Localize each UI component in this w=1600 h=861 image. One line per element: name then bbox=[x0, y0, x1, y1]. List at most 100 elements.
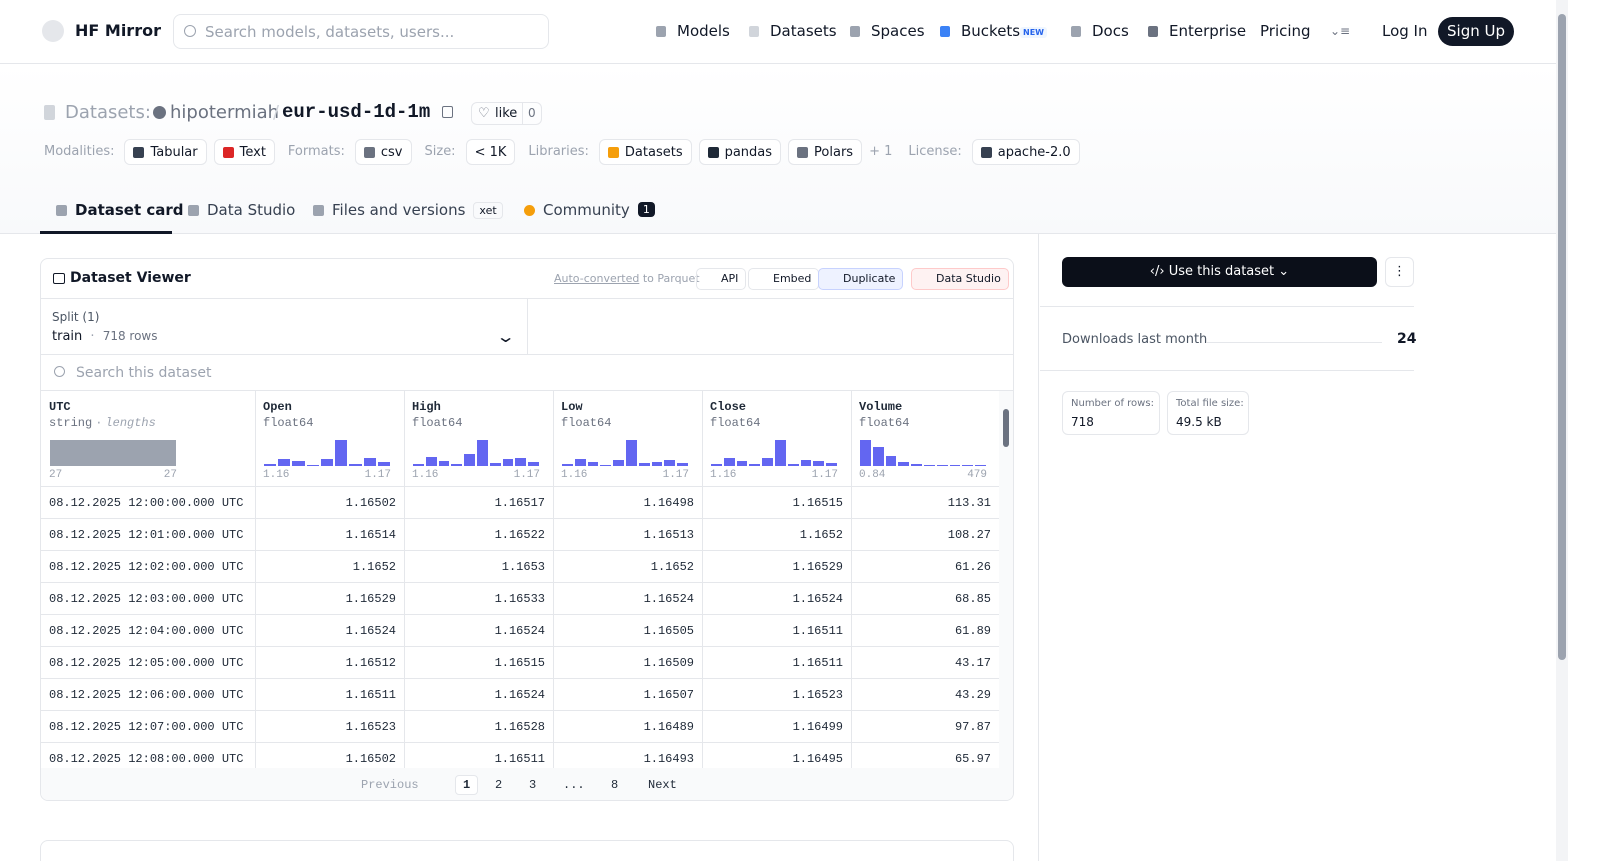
histogram-bar[interactable] bbox=[787, 464, 799, 466]
histogram-bar[interactable] bbox=[574, 459, 586, 466]
nav-link[interactable]: Spaces bbox=[871, 22, 925, 40]
table-cell[interactable]: 1.16509 bbox=[643, 656, 694, 670]
table-cell[interactable]: 1.16524 bbox=[494, 624, 545, 638]
table-cell[interactable]: 1.16499 bbox=[792, 720, 843, 734]
histogram-bar[interactable] bbox=[451, 464, 463, 466]
pagination-page[interactable]: 2 bbox=[495, 778, 503, 792]
table-cell[interactable]: 1.16515 bbox=[792, 496, 843, 510]
histogram-bar[interactable] bbox=[320, 459, 334, 466]
histogram-bar[interactable] bbox=[936, 465, 948, 466]
histogram-bar[interactable] bbox=[677, 463, 688, 466]
histogram-bar[interactable] bbox=[626, 440, 637, 466]
table-cell[interactable]: 43.29 bbox=[954, 688, 991, 702]
tag[interactable]: Datasets bbox=[598, 139, 692, 165]
histogram-bar[interactable] bbox=[349, 464, 362, 466]
table-cell[interactable]: 1.1652 bbox=[799, 528, 843, 542]
table-cell[interactable]: 1.16512 bbox=[345, 656, 396, 670]
table-cell[interactable]: 08.12.2025 12:07:00.000 UTC bbox=[49, 720, 244, 734]
histogram-bar[interactable] bbox=[860, 440, 871, 466]
histogram-bar[interactable] bbox=[528, 462, 539, 466]
table-cell[interactable]: 1.16514 bbox=[345, 528, 396, 542]
tab[interactable]: Dataset card bbox=[75, 201, 184, 219]
table-cell[interactable]: 1.1652 bbox=[352, 560, 396, 574]
nav-link[interactable]: Pricing bbox=[1260, 22, 1311, 40]
page-scroll-thumb[interactable] bbox=[1558, 14, 1566, 660]
dataset-name[interactable]: eur-usd-1d-1m bbox=[282, 101, 431, 123]
table-cell[interactable]: 1.16524 bbox=[494, 688, 545, 702]
like-button[interactable]: ♡ like 0 bbox=[471, 102, 542, 125]
table-cell[interactable]: 61.89 bbox=[954, 624, 991, 638]
pagination-page[interactable]: 1 bbox=[455, 775, 479, 795]
histogram-bar[interactable] bbox=[736, 461, 748, 466]
more-button[interactable]: ⋮ bbox=[1385, 257, 1414, 287]
table-cell[interactable]: 08.12.2025 12:01:00.000 UTC bbox=[49, 528, 244, 542]
table-cell[interactable]: 1.16517 bbox=[494, 496, 545, 510]
nav-link[interactable]: Docs bbox=[1092, 22, 1129, 40]
histogram-bar[interactable] bbox=[813, 461, 825, 466]
tag[interactable]: Polars bbox=[788, 139, 863, 165]
table-cell[interactable]: 1.16533 bbox=[494, 592, 545, 606]
table-cell[interactable]: 08.12.2025 12:05:00.000 UTC bbox=[49, 656, 244, 670]
column-name[interactable]: Low bbox=[561, 400, 583, 414]
table-cell[interactable]: 1.16523 bbox=[792, 688, 843, 702]
tag[interactable]: < 1K bbox=[465, 139, 516, 165]
auto-converted[interactable]: Auto-converted bbox=[554, 272, 640, 285]
histogram-bar[interactable] bbox=[502, 459, 514, 466]
pagination-page[interactable]: 8 bbox=[611, 778, 619, 792]
table-cell[interactable]: 1.16511 bbox=[494, 752, 545, 766]
table-cell[interactable]: 113.31 bbox=[947, 496, 991, 510]
table-scroll-thumb[interactable] bbox=[1003, 409, 1009, 447]
brand[interactable]: HF Mirror bbox=[75, 21, 161, 40]
histogram-bar[interactable] bbox=[911, 464, 922, 466]
histogram-bar[interactable] bbox=[50, 440, 176, 466]
tag[interactable]: csv bbox=[354, 139, 412, 165]
table-cell[interactable]: 1.16524 bbox=[643, 592, 694, 606]
table-cell[interactable]: 1.16511 bbox=[792, 624, 843, 638]
nav-link[interactable]: Datasets bbox=[770, 22, 837, 40]
table-cell[interactable]: 1.16502 bbox=[345, 496, 396, 510]
tag[interactable]: pandas bbox=[698, 139, 782, 165]
table-cell[interactable]: 97.87 bbox=[954, 720, 991, 734]
column-name[interactable]: High bbox=[412, 400, 441, 414]
signup[interactable]: Sign Up bbox=[1438, 17, 1514, 46]
viewer-action[interactable]: API bbox=[696, 268, 747, 290]
split-chevron[interactable]: ⌄ bbox=[495, 327, 516, 346]
tag[interactable]: Text bbox=[213, 139, 275, 165]
histogram-bar[interactable] bbox=[664, 460, 676, 466]
table-cell[interactable]: 1.16528 bbox=[494, 720, 545, 734]
table-cell[interactable]: 108.27 bbox=[947, 528, 991, 542]
nav-link[interactable]: Models bbox=[677, 22, 730, 40]
table-cell[interactable]: 08.12.2025 12:06:00.000 UTC bbox=[49, 688, 244, 702]
histogram-bar[interactable] bbox=[278, 459, 291, 466]
column-name[interactable]: Volume bbox=[859, 400, 903, 414]
tag-more[interactable]: + 1 bbox=[869, 144, 893, 159]
table-cell[interactable]: 1.1652 bbox=[650, 560, 694, 574]
table-cell[interactable]: 08.12.2025 12:03:00.000 UTC bbox=[49, 592, 244, 606]
histogram-bar[interactable] bbox=[515, 458, 527, 466]
table-cell[interactable]: 1.16524 bbox=[792, 592, 843, 606]
table-cell[interactable]: 61.26 bbox=[954, 560, 991, 574]
histogram-bar[interactable] bbox=[489, 463, 501, 466]
table-cell[interactable]: 1.16515 bbox=[494, 656, 545, 670]
histogram-bar[interactable] bbox=[562, 464, 573, 466]
pagination-page[interactable]: ... bbox=[563, 778, 585, 792]
table-cell[interactable]: 1.16529 bbox=[345, 592, 396, 606]
histogram-bar[interactable] bbox=[363, 458, 376, 466]
pagination-next[interactable]: Next bbox=[648, 778, 677, 792]
histogram-bar[interactable] bbox=[306, 465, 319, 466]
histogram-bar[interactable] bbox=[962, 465, 974, 466]
split-select[interactable]: train · 718 rows bbox=[52, 329, 157, 344]
pagination-previous[interactable]: Previous bbox=[361, 778, 419, 792]
histogram-bar[interactable] bbox=[335, 440, 348, 466]
histogram-bar[interactable] bbox=[587, 462, 599, 466]
login[interactable]: Log In bbox=[1382, 22, 1428, 40]
table-cell[interactable]: 1.16505 bbox=[643, 624, 694, 638]
pagination-page[interactable]: 3 bbox=[529, 778, 537, 792]
table-cell[interactable]: 68.85 bbox=[954, 592, 991, 606]
histogram-bar[interactable] bbox=[800, 460, 812, 466]
table-cell[interactable]: 1.16513 bbox=[643, 528, 694, 542]
histogram-bar[interactable] bbox=[885, 456, 897, 466]
histogram-bar[interactable] bbox=[377, 462, 390, 466]
table-cell[interactable]: 1.16511 bbox=[345, 688, 396, 702]
histogram-bar[interactable] bbox=[464, 454, 475, 466]
